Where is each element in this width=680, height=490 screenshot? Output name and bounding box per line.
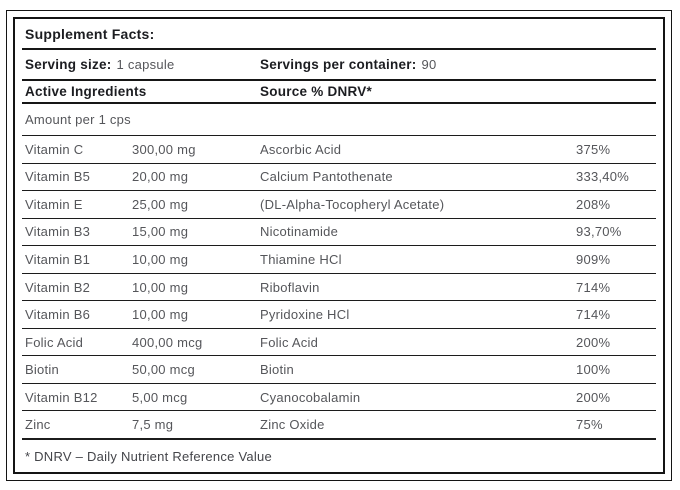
ingredient-dnrv-percent: 208% bbox=[576, 196, 611, 212]
footnote-text: * DNRV – Daily Nutrient Reference Value bbox=[25, 448, 272, 464]
serving-size: Serving size: 1 capsule bbox=[25, 56, 260, 74]
supplement-row: Vitamin B12 5,00 mcg Cyanocobalamin 200% bbox=[22, 384, 656, 412]
ingredient-source: Thiamine HCl bbox=[260, 251, 342, 267]
label-title-row: Supplement Facts: bbox=[22, 19, 656, 50]
ingredient-name: Vitamin B1 bbox=[25, 251, 91, 267]
supplement-row: Vitamin B3 15,00 mg Nicotinamide 93,70% bbox=[22, 219, 656, 247]
supplement-row: Vitamin B5 20,00 mg Calcium Pantothenate… bbox=[22, 164, 656, 192]
ingredient-source: (DL-Alpha-Tocopheryl Acetate) bbox=[260, 196, 445, 212]
serving-info-row: Serving size: 1 capsule Servings per cont… bbox=[22, 50, 656, 81]
ingredient-name: Vitamin B5 bbox=[25, 169, 91, 185]
label-inner-border: Supplement Facts: Serving size: 1 capsule… bbox=[13, 17, 665, 474]
column-header-active-ingredients: Active Ingredients bbox=[25, 83, 147, 99]
ingredient-dnrv-percent: 714% bbox=[576, 279, 611, 295]
ingredient-amount: 7,5 mg bbox=[132, 417, 174, 433]
column-headers-row: Active Ingredients Source % DNRV* bbox=[22, 81, 656, 104]
ingredient-dnrv-percent: 333,40% bbox=[576, 169, 630, 185]
supplement-row: Vitamin C 300,00 mg Ascorbic Acid 375% bbox=[22, 136, 656, 164]
ingredient-amount: 10,00 mg bbox=[132, 279, 189, 295]
supplement-row: Vitamin B6 10,00 mg Pyridoxine HCl 714% bbox=[22, 301, 656, 329]
ingredient-dnrv-percent: 93,70% bbox=[576, 224, 622, 240]
supplement-row: Zinc 7,5 mg Zinc Oxide 75% bbox=[22, 411, 656, 441]
ingredient-amount: 10,00 mg bbox=[132, 307, 189, 323]
ingredient-source: Zinc Oxide bbox=[260, 417, 325, 433]
ingredient-source: Calcium Pantothenate bbox=[260, 169, 393, 185]
ingredient-dnrv-percent: 375% bbox=[576, 141, 611, 157]
ingredient-name: Zinc bbox=[25, 417, 51, 433]
ingredient-source: Biotin bbox=[260, 362, 295, 378]
ingredient-amount: 10,00 mg bbox=[132, 251, 189, 267]
ingredient-amount: 50,00 mcg bbox=[132, 362, 195, 378]
ingredient-source: Cyanocobalamin bbox=[260, 389, 361, 405]
supplement-row: Vitamin E 25,00 mg (DL-Alpha-Tocopheryl … bbox=[22, 191, 656, 219]
serving-size-value: 1 capsule bbox=[116, 56, 175, 72]
supplement-row: Vitamin B1 10,00 mg Thiamine HCl 909% bbox=[22, 246, 656, 274]
ingredient-amount: 400,00 mcg bbox=[132, 334, 203, 350]
ingredient-dnrv-percent: 909% bbox=[576, 251, 611, 267]
ingredient-name: Vitamin C bbox=[25, 141, 84, 157]
ingredient-name: Vitamin B6 bbox=[25, 307, 91, 323]
ingredient-name: Folic Acid bbox=[25, 334, 84, 350]
ingredient-amount: 20,00 mg bbox=[132, 169, 189, 185]
ingredient-source: Nicotinamide bbox=[260, 224, 339, 240]
ingredient-name: Vitamin B2 bbox=[25, 279, 91, 295]
supplement-row: Folic Acid 400,00 mcg Folic Acid 200% bbox=[22, 329, 656, 357]
ingredient-dnrv-percent: 200% bbox=[576, 389, 611, 405]
footnote-row: * DNRV – Daily Nutrient Reference Value bbox=[22, 440, 656, 472]
ingredient-source: Folic Acid bbox=[260, 334, 319, 350]
ingredient-name: Vitamin B12 bbox=[25, 389, 98, 405]
ingredient-name: Vitamin B3 bbox=[25, 224, 91, 240]
label-outer-border: Supplement Facts: Serving size: 1 capsule… bbox=[6, 10, 672, 481]
ingredient-dnrv-percent: 100% bbox=[576, 362, 611, 378]
ingredient-amount: 300,00 mg bbox=[132, 141, 196, 157]
amount-per-serving-row: Amount per 1 cps bbox=[22, 104, 656, 136]
servings-per-container-value: 90 bbox=[421, 56, 437, 72]
supplement-row: Biotin 50,00 mcg Biotin 100% bbox=[22, 356, 656, 384]
ingredient-name: Vitamin E bbox=[25, 196, 83, 212]
ingredient-source: Pyridoxine HCl bbox=[260, 307, 350, 323]
servings-per-container-label: Servings per container: bbox=[260, 56, 417, 72]
ingredient-dnrv-percent: 714% bbox=[576, 307, 611, 323]
column-header-source-dnrv: Source % DNRV* bbox=[260, 83, 373, 99]
servings-per-container: Servings per container: 90 bbox=[260, 56, 656, 74]
ingredient-source: Ascorbic Acid bbox=[260, 141, 342, 157]
ingredient-amount: 5,00 mcg bbox=[132, 389, 188, 405]
label-title: Supplement Facts: bbox=[25, 25, 155, 42]
ingredient-name: Biotin bbox=[25, 362, 60, 378]
ingredient-amount: 25,00 mg bbox=[132, 196, 189, 212]
ingredient-amount: 15,00 mg bbox=[132, 224, 189, 240]
ingredient-source: Riboflavin bbox=[260, 279, 320, 295]
ingredient-dnrv-percent: 75% bbox=[576, 417, 603, 433]
amount-per-serving-label: Amount per 1 cps bbox=[25, 111, 131, 127]
serving-size-label: Serving size: bbox=[25, 56, 112, 72]
supplement-row: Vitamin B2 10,00 mg Riboflavin 714% bbox=[22, 274, 656, 302]
ingredient-dnrv-percent: 200% bbox=[576, 334, 611, 350]
ingredient-rows: Vitamin C 300,00 mg Ascorbic Acid 375% V… bbox=[22, 136, 656, 441]
